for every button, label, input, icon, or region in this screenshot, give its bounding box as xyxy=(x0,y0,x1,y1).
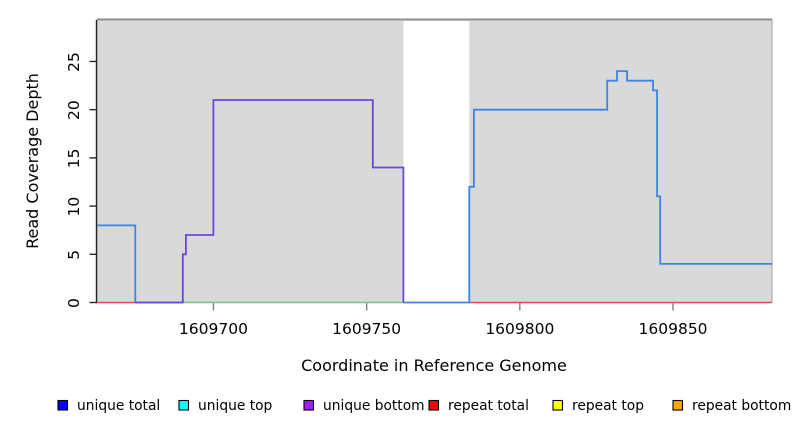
legend-layer: unique total unique top unique bottom repea… xyxy=(57,398,791,414)
y-tick-label: 20 xyxy=(65,100,83,120)
y-axis-title: Read Coverage Depth xyxy=(23,73,42,249)
legend-label-repeat-bottom: repeat bottom xyxy=(692,398,791,414)
y-tick-label: 10 xyxy=(65,197,83,217)
y-tick-label: 15 xyxy=(65,149,83,169)
legend-swatch-repeat-total xyxy=(428,399,440,411)
legend-label-unique-bottom: unique bottom xyxy=(323,398,425,414)
legend-swatch-repeat-top xyxy=(552,399,564,411)
legend-swatch-unique-total xyxy=(57,399,69,411)
legend-swatch-unique-top xyxy=(178,399,190,411)
x-tick-label: 1609850 xyxy=(639,320,708,338)
legend-label-repeat-total: repeat total xyxy=(448,398,529,414)
x-tick-label: 1609800 xyxy=(485,320,554,338)
x-tick-label: 1609750 xyxy=(332,320,401,338)
series-line-unique-total xyxy=(403,70,772,304)
y-tick-label: 0 xyxy=(65,298,83,308)
legend-label-unique-top: unique top xyxy=(198,398,272,414)
plot-background-layer xyxy=(96,18,773,303)
series-line-unique-bottom xyxy=(135,99,405,304)
legend-label-unique-total: unique total xyxy=(77,398,160,414)
y-tick-label: 5 xyxy=(65,250,83,260)
legend-label-repeat-top: repeat top xyxy=(572,398,644,414)
legend-swatch-unique-bottom xyxy=(303,399,315,411)
coverage-gap xyxy=(403,21,470,302)
series-layer xyxy=(97,70,772,304)
y-tick-label: 25 xyxy=(65,52,83,72)
x-tick-label: 1609700 xyxy=(179,320,248,338)
legend-swatch-repeat-bottom xyxy=(672,399,684,411)
x-axis-title: Coordinate in Reference Genome xyxy=(301,356,567,375)
axis-layer: 0 5 10 15 20 25 1609700 1609750 1609800 1609850 xyxy=(65,20,708,338)
